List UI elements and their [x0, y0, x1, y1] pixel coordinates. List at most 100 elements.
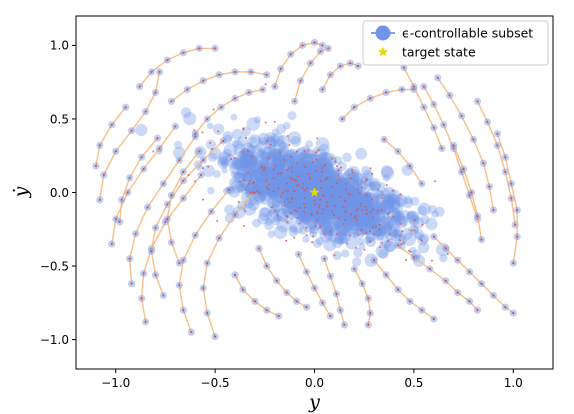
- subset-point: [230, 170, 238, 178]
- subset-point: [272, 139, 287, 153]
- subset-point: [330, 193, 339, 202]
- subset-point: [339, 172, 353, 185]
- sample-point: [337, 169, 340, 172]
- subset-point: [332, 199, 345, 212]
- subset-point: [313, 146, 320, 154]
- sample-point: [265, 264, 268, 268]
- subset-point: [304, 172, 315, 184]
- sample-point: [316, 137, 319, 140]
- subset-point: [258, 151, 271, 165]
- subset-point: [309, 225, 319, 235]
- subset-point: [303, 169, 311, 177]
- sample-point: [482, 162, 485, 165]
- subset-point: [285, 202, 298, 215]
- sample-point: [400, 88, 403, 91]
- subset-point: [308, 165, 319, 176]
- subset-point: [202, 164, 215, 177]
- sample-point: [267, 188, 270, 191]
- sample-point: [381, 197, 384, 200]
- trajectory-line: [274, 41, 323, 87]
- subset-point: [323, 205, 336, 218]
- sample-point: [293, 100, 296, 103]
- sample-point: [432, 126, 435, 129]
- subset-point: [324, 181, 333, 190]
- y-tick-label: 0.0: [50, 186, 69, 200]
- subset-point: [309, 201, 317, 208]
- subset-point: [299, 180, 309, 190]
- subset-point: [306, 219, 318, 230]
- sample-point: [290, 155, 293, 158]
- subset-point: [431, 210, 439, 218]
- subset-point: [315, 153, 327, 165]
- subset-point: [272, 166, 287, 180]
- subset-point: [285, 183, 298, 196]
- subset-point: [332, 199, 339, 206]
- subset-point: [304, 169, 316, 181]
- subset-point: [322, 175, 334, 187]
- subset-point: [360, 195, 373, 208]
- subset-point: [323, 200, 338, 214]
- sample-point: [202, 287, 205, 290]
- sample-point: [265, 179, 268, 182]
- subset-point: [193, 160, 202, 169]
- subset-point: [343, 193, 350, 201]
- subset-point: [333, 183, 346, 196]
- subset-point: [312, 177, 321, 186]
- subset-point: [339, 179, 352, 191]
- sample-point: [285, 168, 288, 171]
- subset-point: [326, 155, 337, 167]
- sample-point: [128, 257, 131, 260]
- sample-point: [309, 62, 312, 65]
- subset-point: [272, 187, 280, 195]
- subset-point: [283, 215, 293, 225]
- subset-point: [238, 153, 253, 168]
- subset-point: [286, 168, 300, 182]
- subset-point: [341, 208, 352, 219]
- subset-point: [229, 161, 243, 175]
- sample-point: [432, 103, 435, 106]
- subset-point: [319, 180, 332, 194]
- sample-point: [363, 248, 366, 251]
- sample-point: [194, 135, 197, 138]
- subset-point: [324, 197, 333, 206]
- subset-point: [373, 212, 386, 226]
- trajectory-line: [111, 125, 176, 245]
- sample-point: [504, 306, 507, 309]
- sample-point: [343, 323, 346, 326]
- sample-point: [299, 79, 302, 82]
- sample-point: [230, 157, 233, 160]
- subset-point: [174, 141, 182, 149]
- sample-point: [512, 312, 515, 315]
- subset-point: [266, 135, 274, 143]
- subset-point: [309, 203, 317, 212]
- sample-point: [138, 85, 141, 88]
- trajectory-line: [150, 140, 224, 296]
- subset-point: [342, 217, 356, 231]
- subset-point: [253, 161, 260, 169]
- subset-point: [330, 196, 340, 206]
- subset-point: [414, 229, 425, 240]
- subset-point: [302, 171, 315, 184]
- subset-point: [376, 190, 385, 198]
- subset-point: [323, 199, 335, 211]
- sample-point: [303, 202, 306, 205]
- subset-point: [383, 198, 391, 206]
- subset-point: [252, 182, 265, 195]
- sample-point: [296, 150, 299, 153]
- subset-point: [301, 159, 315, 173]
- subset-point: [290, 191, 298, 199]
- sample-point: [301, 44, 304, 47]
- subset-point: [330, 179, 342, 191]
- subset-point: [240, 161, 250, 172]
- subset-point: [282, 189, 292, 199]
- subset-point: [336, 195, 349, 208]
- subset-point: [225, 153, 234, 162]
- sample-point: [496, 132, 499, 135]
- subset-point: [327, 194, 340, 208]
- subset-point: [251, 168, 260, 177]
- sample-point: [245, 136, 248, 139]
- sample-point: [305, 234, 308, 237]
- subset-point: [334, 167, 343, 176]
- legend-box: [362, 20, 549, 66]
- subset-point: [232, 205, 246, 219]
